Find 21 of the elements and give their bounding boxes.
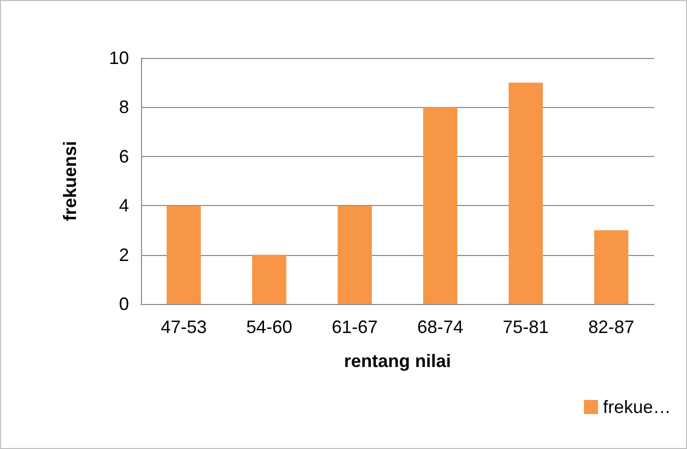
y-tick-label: 4: [118, 196, 129, 216]
bar: [166, 206, 201, 304]
y-tick-label: 2: [118, 244, 129, 265]
x-tick-label: 54-60: [246, 317, 292, 337]
x-tick-label: 61-67: [332, 317, 378, 337]
y-tick-label: 6: [118, 146, 129, 166]
x-tick-label: 47-53: [160, 317, 207, 337]
y-tick-label: 10: [108, 48, 129, 68]
x-tick-label: 68-74: [417, 317, 464, 337]
legend-label: frekue…: [602, 397, 672, 417]
x-axis-title: rentang nilai: [344, 351, 452, 371]
y-tick-label: 0: [118, 294, 129, 314]
bar: [508, 82, 543, 304]
bar: [594, 230, 628, 304]
x-tick-label: 82-87: [588, 317, 634, 337]
bar: [338, 206, 372, 304]
y-tick-label: 8: [118, 97, 129, 118]
bar: [252, 254, 286, 304]
x-tick-label: 75-81: [502, 317, 549, 337]
y-axis-title: frekuensi: [60, 140, 80, 222]
bar: [423, 107, 458, 304]
